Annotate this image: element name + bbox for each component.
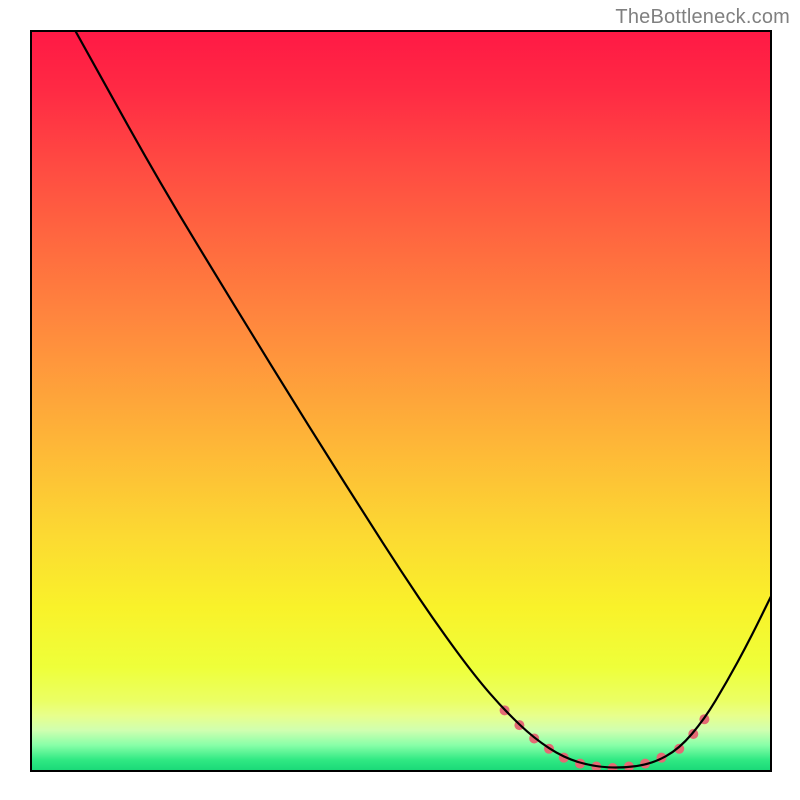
bottleneck-curve — [75, 31, 771, 767]
marker-dot — [640, 759, 650, 769]
gradient-background — [31, 31, 771, 771]
marker-dot — [500, 705, 510, 715]
marker-dot — [559, 753, 569, 763]
marker-dot — [591, 762, 601, 772]
plot-frame — [31, 31, 771, 771]
marker-dot — [674, 744, 684, 754]
marker-dot — [656, 753, 666, 763]
marker-dot — [575, 759, 585, 769]
marker-dot — [624, 762, 634, 772]
marker-dot — [699, 714, 709, 724]
marker-dot — [529, 733, 539, 743]
chart-stage: TheBottleneck.com — [0, 0, 800, 800]
marker-dot — [544, 744, 554, 754]
marker-dot — [608, 763, 618, 773]
watermark-text: TheBottleneck.com — [615, 6, 790, 29]
marker-dot — [688, 729, 698, 739]
marker-dot — [514, 720, 524, 730]
chart-svg — [0, 0, 800, 800]
